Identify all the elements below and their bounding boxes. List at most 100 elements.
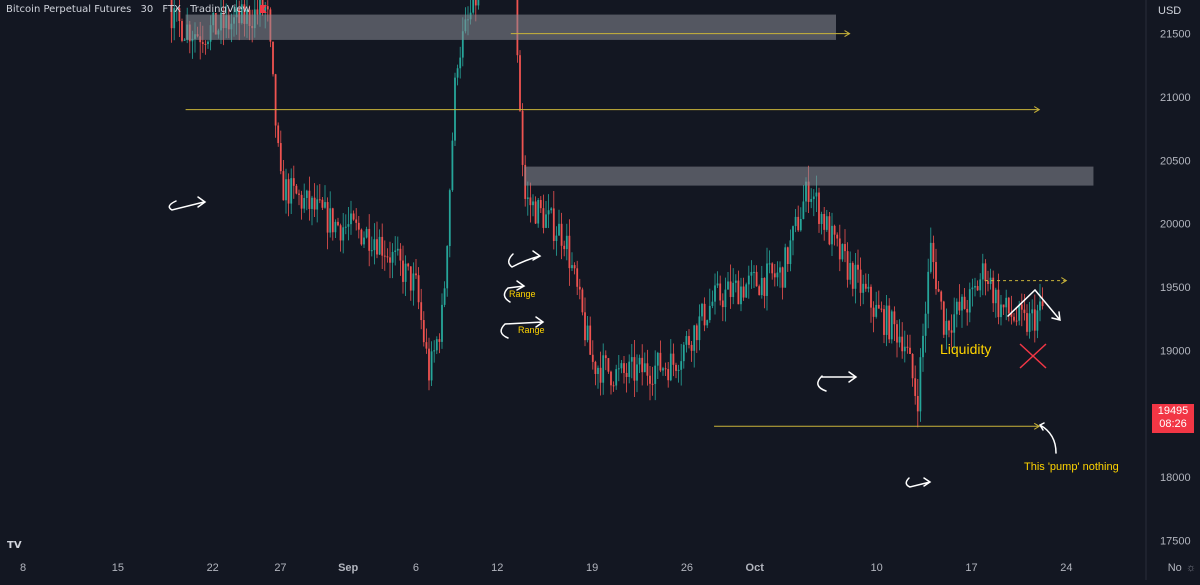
- candle-body: [313, 197, 316, 210]
- candle-body: [906, 346, 909, 348]
- candle-body: [373, 239, 376, 251]
- candle-body: [680, 361, 683, 370]
- candle-body: [963, 296, 966, 309]
- candle-body: [321, 199, 324, 208]
- candle-body: [903, 346, 906, 352]
- candle-body: [318, 199, 321, 201]
- interval-label[interactable]: 30: [140, 4, 154, 15]
- candle-body: [1026, 313, 1028, 332]
- candle-body: [955, 301, 958, 315]
- time-tick-label: 22: [207, 562, 219, 574]
- candle-body: [183, 39, 186, 41]
- candle-body: [643, 363, 646, 373]
- candle-body: [875, 304, 878, 317]
- candle-body: [277, 125, 280, 144]
- candle-body: [620, 363, 623, 369]
- candle-body: [1023, 309, 1026, 314]
- candle-body: [326, 202, 329, 233]
- candle-body: [664, 368, 667, 370]
- candle-body: [311, 197, 313, 209]
- candle-body: [615, 369, 618, 386]
- candle-body: [838, 238, 841, 260]
- candle-body: [370, 250, 373, 252]
- supply-demand-zone: [524, 166, 1094, 186]
- candle-body: [662, 368, 664, 371]
- candle-body: [966, 308, 969, 313]
- candle-body: [256, 9, 259, 15]
- candle-body: [368, 228, 371, 251]
- candle-body: [378, 236, 381, 255]
- candle-body: [363, 237, 365, 245]
- candle-body: [890, 311, 893, 340]
- candle-body: [420, 302, 423, 321]
- candle-body: [357, 222, 360, 230]
- candle-body: [355, 219, 358, 223]
- candle-body: [888, 305, 891, 340]
- candle-body: [552, 208, 555, 241]
- red-x-marker: [1019, 343, 1047, 369]
- candle-body: [708, 305, 711, 321]
- supply-demand-zone: [185, 14, 837, 40]
- candle-body: [831, 225, 833, 245]
- candle-body: [755, 271, 758, 287]
- candle-body: [784, 247, 787, 288]
- candle-body: [760, 277, 763, 296]
- candle-body: [693, 325, 696, 351]
- candle-body: [802, 201, 805, 219]
- hand-drawn-arrow: [500, 316, 545, 339]
- candle-body: [591, 354, 594, 362]
- candle-body: [773, 273, 776, 278]
- candle-body: [734, 280, 737, 283]
- currency-label[interactable]: USD: [1158, 5, 1182, 17]
- candle-body: [381, 236, 384, 256]
- candle-body: [628, 361, 631, 377]
- price-axis: 1750018000185001900019500200002050021000…: [1145, 0, 1200, 580]
- candle-body: [883, 309, 885, 335]
- candle-body: [610, 371, 612, 386]
- candle-body: [389, 257, 391, 263]
- time-tick-label: 6: [413, 562, 419, 574]
- flag-icon[interactable]: [259, 5, 267, 13]
- candle-body: [942, 301, 945, 335]
- candle-body: [862, 283, 865, 293]
- brand-label: TradingView: [190, 4, 251, 15]
- candle-body: [740, 286, 742, 305]
- candle-body: [766, 263, 768, 296]
- candle-body: [810, 199, 813, 202]
- tradingview-logo[interactable]: TV: [7, 540, 22, 551]
- time-tick-label: 26: [681, 562, 693, 574]
- candle-body: [981, 263, 984, 280]
- candle-body: [979, 279, 982, 291]
- candle-body: [391, 251, 394, 263]
- candle-body: [240, 4, 243, 24]
- candle-body: [732, 282, 735, 298]
- candle-body: [344, 226, 347, 228]
- candle-body: [623, 363, 625, 373]
- candle-body: [474, 0, 477, 6]
- candle-body: [417, 275, 420, 303]
- time-tick-label: Oct: [746, 562, 765, 574]
- candle-body: [170, 0, 173, 29]
- candle-body: [555, 235, 558, 241]
- candle-body: [833, 225, 836, 235]
- candle-body: [911, 353, 914, 379]
- price-tick-label: 18000: [1160, 472, 1191, 484]
- candle-body: [617, 368, 620, 370]
- candle-body: [994, 289, 997, 304]
- candle-body: [415, 273, 417, 276]
- candle-body: [646, 363, 649, 376]
- candle-body: [599, 367, 602, 383]
- candle-body: [303, 197, 306, 209]
- candle-body: [456, 68, 459, 78]
- settings-gear-icon[interactable]: ☼: [1186, 562, 1197, 574]
- candle-body: [675, 364, 677, 371]
- symbol-header[interactable]: Bitcoin Perpetual Futures 30 FTX Trading…: [6, 4, 273, 15]
- candle-body: [519, 55, 521, 111]
- time-tick-label: 15: [112, 562, 124, 574]
- candle-body: [992, 277, 995, 304]
- candle-body: [711, 301, 714, 306]
- candle-body: [950, 330, 953, 333]
- candle-body: [799, 218, 802, 231]
